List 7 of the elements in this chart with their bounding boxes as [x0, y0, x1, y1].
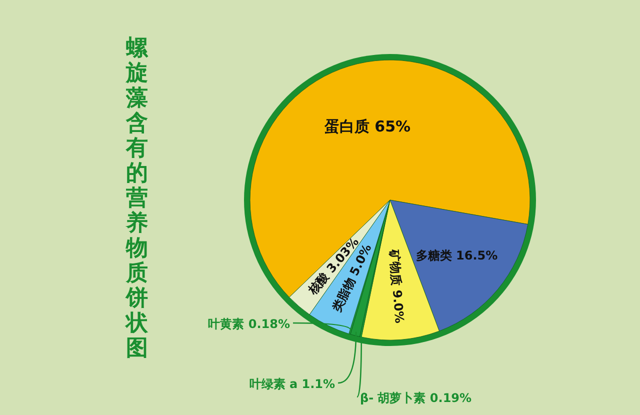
slice-label: 叶绿素 a 1.1%	[249, 377, 335, 391]
slice-label: 多糖类 16.5%	[416, 248, 498, 262]
slice-label: 蛋白质 65%	[323, 117, 411, 136]
chart-title: 螺旋藻含有的营养物质饼状图	[126, 36, 148, 361]
slice-label: β- 胡萝卜素 0.19%	[360, 391, 472, 405]
slice-label: 矿物质 9.0%	[386, 248, 406, 324]
slice-label: 叶黄素 0.18%	[208, 317, 290, 331]
